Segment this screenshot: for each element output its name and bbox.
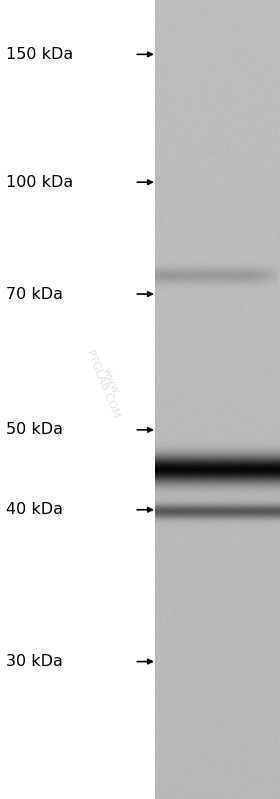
Text: www.
PTGLAB.COM: www. PTGLAB.COM [84, 346, 129, 421]
Bar [0, 0, 155, 799]
Text: 70 kDa: 70 kDa [6, 287, 63, 301]
Text: 30 kDa: 30 kDa [6, 654, 62, 669]
Text: 100 kDa: 100 kDa [6, 175, 73, 189]
Text: 40 kDa: 40 kDa [6, 503, 63, 517]
Text: 150 kDa: 150 kDa [6, 47, 73, 62]
Text: 50 kDa: 50 kDa [6, 423, 63, 437]
